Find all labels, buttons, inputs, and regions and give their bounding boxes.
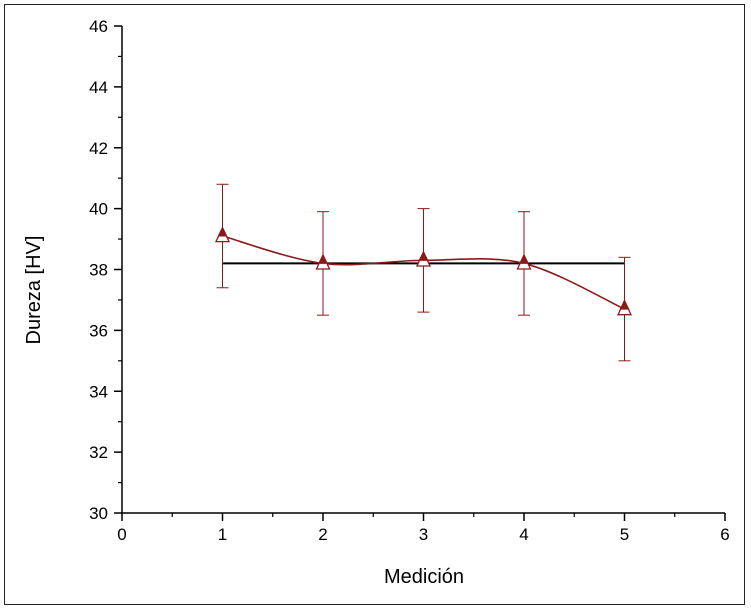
data-point-fill: [318, 253, 328, 264]
y-tick-label: 34: [89, 382, 108, 401]
y-tick-label: 38: [89, 261, 108, 280]
y-tick-label: 42: [89, 139, 108, 158]
x-tick-label: 6: [720, 525, 729, 544]
y-tick-label: 36: [89, 321, 108, 340]
y-tick-label: 46: [89, 17, 108, 36]
x-tick-label: 5: [620, 525, 629, 544]
chart-frame: [4, 4, 745, 605]
x-tick-label: 1: [218, 525, 227, 544]
data-point-fill: [217, 226, 228, 237]
y-tick-label: 40: [89, 200, 108, 219]
x-axis-label: Medición: [384, 566, 464, 588]
y-axis-label: Dureza [HV]: [23, 236, 45, 345]
data-point-fill: [619, 299, 630, 310]
x-tick-label: 2: [318, 525, 327, 544]
x-tick-label: 3: [419, 525, 428, 544]
y-tick-label: 32: [89, 443, 108, 462]
chart-marks: [214, 183, 633, 362]
y-tick-label: 44: [89, 78, 108, 97]
data-point-fill: [519, 253, 529, 264]
x-tick-label: 4: [519, 525, 528, 544]
data-point-fill: [418, 250, 429, 261]
y-tick-label: 30: [89, 504, 108, 523]
x-tick-label: 0: [117, 525, 126, 544]
